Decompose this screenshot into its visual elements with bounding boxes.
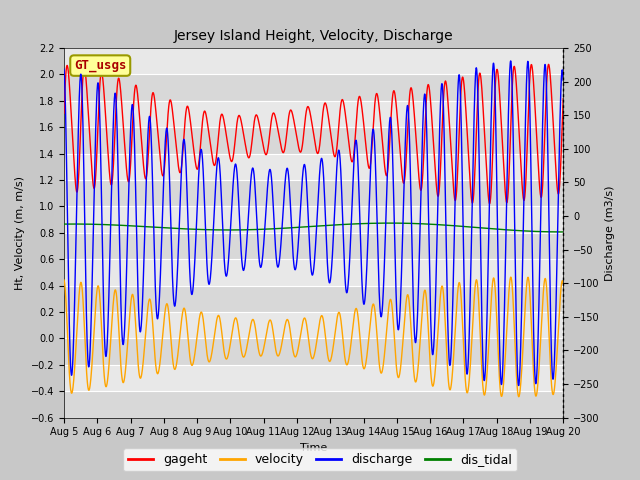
- Bar: [64, 206, 563, 233]
- X-axis label: Time: Time: [300, 443, 327, 453]
- Bar: [64, 48, 563, 74]
- Title: Jersey Island Height, Velocity, Discharge: Jersey Island Height, Velocity, Discharg…: [174, 29, 453, 43]
- Bar: [64, 391, 563, 418]
- Bar: [64, 101, 563, 127]
- Legend: gageht, velocity, discharge, dis_tidal: gageht, velocity, discharge, dis_tidal: [123, 448, 517, 471]
- Bar: [64, 365, 563, 391]
- Bar: [64, 180, 563, 206]
- Bar: [64, 74, 563, 101]
- Bar: [64, 233, 563, 259]
- Y-axis label: Ht, Velocity (m, m/s): Ht, Velocity (m, m/s): [15, 176, 25, 290]
- Bar: [64, 286, 563, 312]
- Bar: [64, 312, 563, 338]
- Text: GT_usgs: GT_usgs: [74, 59, 127, 72]
- Bar: [64, 259, 563, 286]
- Y-axis label: Discharge (m3/s): Discharge (m3/s): [605, 185, 615, 280]
- Bar: [64, 154, 563, 180]
- Bar: [64, 338, 563, 365]
- Bar: [64, 127, 563, 154]
